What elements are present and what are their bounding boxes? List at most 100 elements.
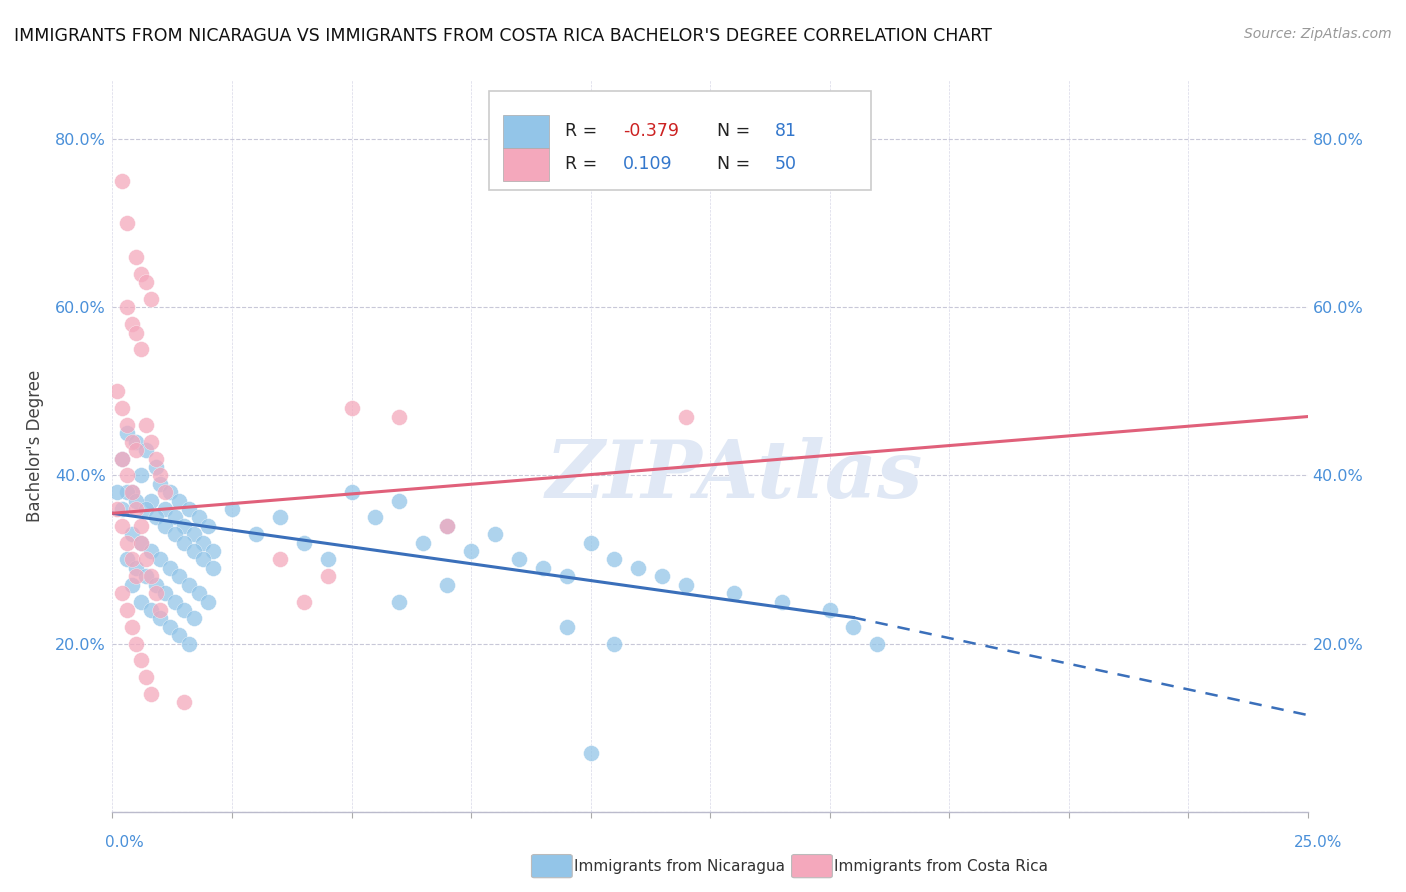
Point	[115, 552, 138, 566]
Point	[193, 535, 215, 549]
Point	[145, 451, 167, 466]
Point	[183, 544, 205, 558]
Point	[436, 519, 458, 533]
Point	[603, 636, 626, 650]
Point	[145, 510, 167, 524]
Point	[111, 451, 134, 466]
Point	[135, 275, 157, 289]
Point	[139, 687, 162, 701]
Point	[105, 384, 128, 399]
Point	[340, 485, 363, 500]
Point	[129, 594, 152, 608]
Text: 0.0%: 0.0%	[105, 836, 145, 850]
Point	[149, 611, 172, 625]
Point	[579, 746, 602, 760]
Point	[121, 552, 143, 566]
FancyBboxPatch shape	[503, 148, 548, 181]
Point	[149, 603, 172, 617]
Point	[159, 485, 181, 500]
Point	[388, 409, 411, 424]
Point	[125, 250, 148, 264]
Point	[135, 417, 157, 432]
Point	[139, 544, 162, 558]
Point	[111, 401, 134, 416]
Point	[125, 561, 148, 575]
Point	[163, 594, 186, 608]
Point	[139, 493, 162, 508]
Point	[201, 544, 224, 558]
Point	[125, 326, 148, 340]
Point	[105, 485, 128, 500]
Point	[173, 519, 195, 533]
Point	[531, 561, 554, 575]
Text: -0.379: -0.379	[623, 122, 679, 140]
Point	[292, 535, 315, 549]
Point	[125, 434, 148, 449]
Text: 81: 81	[775, 122, 797, 140]
Point	[579, 535, 602, 549]
Point	[135, 502, 157, 516]
Point	[460, 544, 482, 558]
Point	[111, 451, 134, 466]
Text: Immigrants from Nicaragua: Immigrants from Nicaragua	[574, 859, 785, 873]
FancyBboxPatch shape	[489, 91, 872, 190]
Point	[484, 527, 506, 541]
Point	[111, 586, 134, 600]
Point	[159, 620, 181, 634]
Point	[412, 535, 434, 549]
Text: ZIPAtlas: ZIPAtlas	[546, 436, 922, 514]
Point	[115, 468, 138, 483]
Point	[221, 502, 243, 516]
Point	[675, 409, 697, 424]
Point	[159, 561, 181, 575]
Point	[139, 569, 162, 583]
Point	[115, 417, 138, 432]
Point	[125, 636, 148, 650]
Point	[139, 434, 162, 449]
Point	[193, 552, 215, 566]
Point	[115, 426, 138, 441]
Text: 25.0%: 25.0%	[1295, 836, 1343, 850]
Point	[292, 594, 315, 608]
Point	[364, 510, 387, 524]
Point	[153, 519, 176, 533]
Point	[111, 519, 134, 533]
Point	[187, 586, 209, 600]
Point	[173, 695, 195, 709]
Text: IMMIGRANTS FROM NICARAGUA VS IMMIGRANTS FROM COSTA RICA BACHELOR'S DEGREE CORREL: IMMIGRANTS FROM NICARAGUA VS IMMIGRANTS …	[14, 27, 993, 45]
Point	[135, 670, 157, 684]
Text: R =: R =	[565, 122, 603, 140]
Point	[125, 502, 148, 516]
Point	[121, 578, 143, 592]
Point	[121, 434, 143, 449]
Point	[436, 519, 458, 533]
Point	[177, 502, 200, 516]
Point	[149, 468, 172, 483]
Point	[842, 620, 865, 634]
Point	[135, 552, 157, 566]
Point	[388, 493, 411, 508]
Point	[163, 510, 186, 524]
Point	[508, 552, 530, 566]
Point	[153, 485, 176, 500]
Point	[316, 569, 339, 583]
Point	[121, 485, 143, 500]
Point	[187, 510, 209, 524]
Point	[129, 267, 152, 281]
Point	[245, 527, 267, 541]
Point	[340, 401, 363, 416]
Point	[115, 216, 138, 230]
Point	[169, 628, 191, 642]
Text: Source: ZipAtlas.com: Source: ZipAtlas.com	[1244, 27, 1392, 41]
Point	[163, 527, 186, 541]
Point	[145, 460, 167, 475]
Point	[129, 535, 152, 549]
Text: Immigrants from Costa Rica: Immigrants from Costa Rica	[834, 859, 1047, 873]
Point	[316, 552, 339, 566]
Point	[723, 586, 745, 600]
Point	[149, 552, 172, 566]
Point	[183, 611, 205, 625]
Point	[818, 603, 841, 617]
Point	[129, 343, 152, 357]
Point	[675, 578, 697, 592]
